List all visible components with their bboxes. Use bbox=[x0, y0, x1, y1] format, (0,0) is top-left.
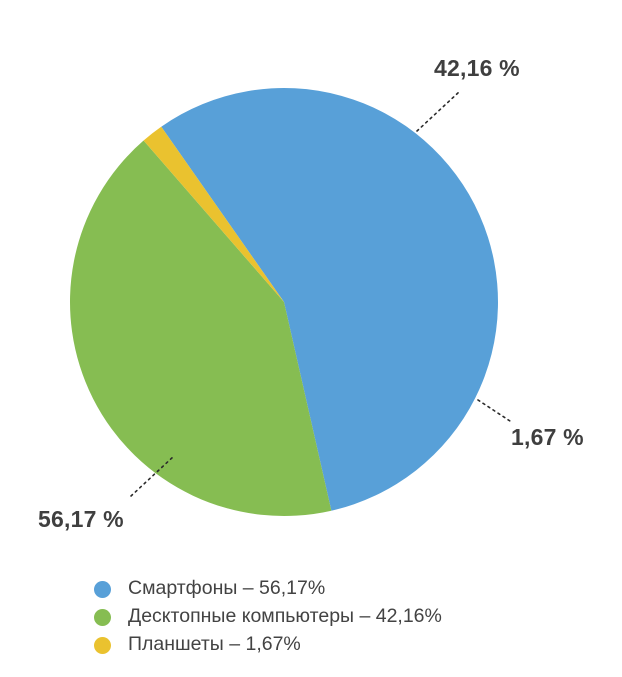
legend-item[interactable]: Десктопные компьютеры – 42,16% bbox=[94, 603, 524, 631]
leader-line-1 bbox=[130, 455, 175, 497]
pie-slices bbox=[70, 88, 498, 516]
legend-swatch-icon bbox=[94, 580, 111, 598]
chart-legend: Смартфоны – 56,17% Десктопные компьютеры … bbox=[94, 575, 524, 659]
pie-slice-2[interactable] bbox=[70, 140, 332, 516]
legend-item[interactable]: Смартфоны – 56,17% bbox=[94, 575, 524, 603]
leader-lines bbox=[130, 91, 514, 497]
slice-value-label-2: 42,16 % bbox=[434, 55, 520, 81]
legend-swatch-icon bbox=[94, 608, 111, 626]
slice-value-labels: 56,17 % 42,16 % 1,67 % bbox=[38, 55, 584, 532]
pie-slice-3[interactable] bbox=[143, 126, 284, 302]
pie-slice-1[interactable] bbox=[161, 88, 498, 511]
legend-item[interactable]: Планшеты – 1,67% bbox=[94, 631, 524, 659]
legend-item-label: Планшеты – 1,67% bbox=[128, 633, 301, 656]
slice-value-label-3: 1,67 % bbox=[511, 424, 584, 450]
slice-value-label-1: 56,17 % bbox=[38, 506, 124, 532]
leader-line-3 bbox=[477, 399, 514, 424]
legend-swatch-icon bbox=[94, 636, 111, 654]
legend-item-label: Смартфоны – 56,17% bbox=[128, 577, 326, 600]
legend-item-label: Десктопные компьютеры – 42,16% bbox=[128, 605, 442, 628]
leader-line-2 bbox=[416, 91, 460, 132]
